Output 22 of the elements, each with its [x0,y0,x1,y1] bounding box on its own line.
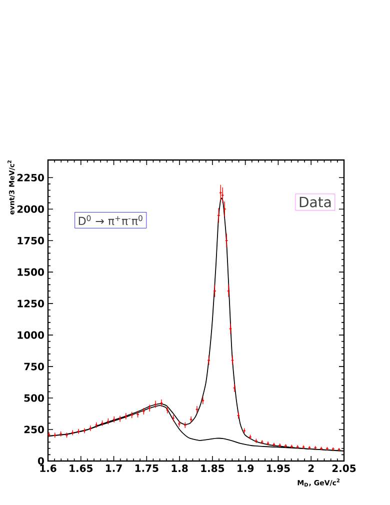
y-tick-label: 1000 [18,331,44,339]
x-tick-label: 1.85 [201,464,224,472]
y-tick-label: 0 [38,457,44,465]
x-tick-label: 1.7 [106,464,122,472]
x-tick-label: 2.05 [332,464,356,472]
y-tick-label: 1250 [18,300,44,308]
y-tick-label: 1500 [18,268,44,276]
x-tick-label: 1.75 [135,464,158,472]
y-tick-label: 2000 [17,205,44,213]
x-tick-label: 1.8 [172,464,188,472]
x-tick-label: 1.95 [267,464,290,472]
x-tick-label: 2 [308,464,314,472]
y-tick-label: 2250 [17,174,44,182]
x-tick-label: 1.9 [238,464,254,472]
y-tick-label: 750 [24,362,44,370]
annotation: D$^{0}$ → π$^{+}$π$^{-}$π$^{0}$ [78,215,142,226]
y-tick-label: 500 [24,394,44,402]
x-tick-label: 1.65 [70,464,93,472]
y-tick-label: 250 [24,426,44,434]
x-tick-label: 1.6 [40,464,56,472]
annotation: Data [300,196,331,208]
y-tick-label: 1750 [18,236,44,244]
